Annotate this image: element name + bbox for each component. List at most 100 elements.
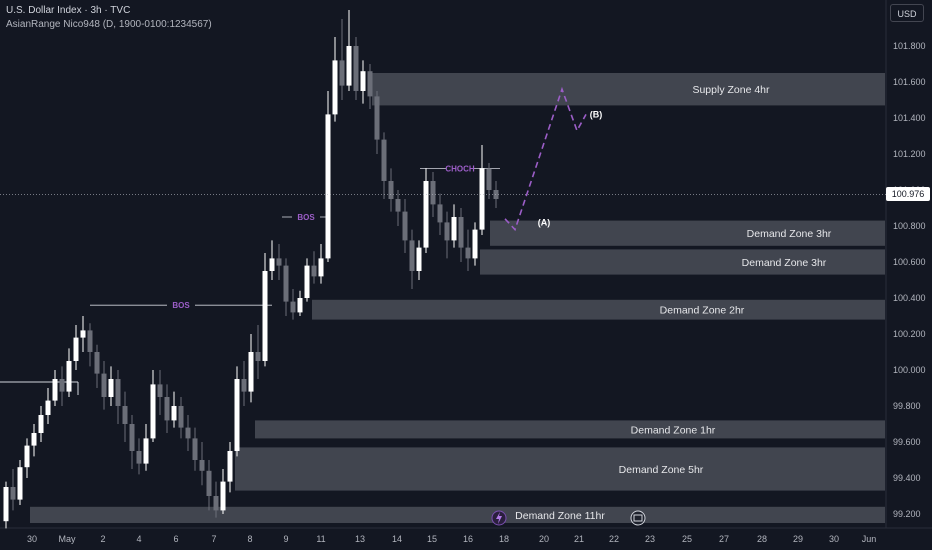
- zone-label: Demand Zone 3hr: [742, 257, 827, 269]
- candles-layer: [3, 10, 499, 529]
- zone-rect[interactable]: [490, 220, 885, 246]
- candle-body: [360, 71, 366, 91]
- candle-body: [66, 361, 72, 392]
- zone-label: Supply Zone 4hr: [692, 84, 770, 96]
- candle-body: [304, 265, 310, 298]
- price-tick: 100.000: [893, 365, 926, 375]
- time-tick: 14: [392, 534, 402, 544]
- candle-body: [3, 487, 9, 522]
- candle-body: [402, 211, 408, 241]
- candle-body: [255, 352, 261, 361]
- candle-body: [101, 373, 107, 397]
- price-tick: 101.200: [893, 149, 926, 159]
- candle-body: [234, 379, 240, 451]
- candle-body: [192, 438, 198, 460]
- time-tick: 29: [793, 534, 803, 544]
- zone-rect[interactable]: [372, 73, 885, 106]
- zone-rect[interactable]: [30, 506, 885, 523]
- indicator-label[interactable]: AsianRange Nico948 (D, 1900-0100:1234567…: [6, 19, 212, 30]
- time-tick: 30: [829, 534, 839, 544]
- price-tick: 100.800: [893, 221, 926, 231]
- candle-body: [276, 258, 282, 266]
- candle-body: [388, 181, 394, 199]
- candle-body: [157, 384, 163, 397]
- candle-body: [465, 247, 471, 259]
- time-tick: 25: [682, 534, 692, 544]
- candle-body: [143, 438, 149, 464]
- zone-rect[interactable]: [255, 420, 885, 439]
- projection-layer: (A) (B): [504, 86, 603, 232]
- candle-body: [381, 139, 387, 181]
- candle-body: [395, 199, 401, 212]
- candle-body: [332, 60, 338, 115]
- price-tick: 100.600: [893, 257, 926, 267]
- time-tick: 28: [757, 534, 767, 544]
- lightning-icon-glyph: [496, 512, 502, 524]
- price-tick: 101.400: [893, 113, 926, 123]
- candle-body: [346, 46, 352, 86]
- candle-body: [248, 352, 254, 392]
- annotation-label: BOS: [172, 301, 190, 310]
- candle-body: [241, 379, 247, 392]
- price-tick: 99.400: [893, 473, 921, 483]
- annotation-label: CHOCH: [445, 164, 475, 173]
- time-tick: 11: [316, 534, 325, 544]
- wave-label: (B): [590, 109, 603, 119]
- current-price-tag: 100.976: [886, 187, 930, 202]
- candle-body: [24, 445, 30, 468]
- candle-body: [318, 258, 324, 277]
- price-tick: 101.800: [893, 41, 926, 51]
- zone-label: Demand Zone 5hr: [619, 464, 704, 476]
- time-tick: 9: [283, 534, 288, 544]
- candle-body: [73, 337, 79, 361]
- time-tick: 22: [609, 534, 619, 544]
- price-tick: 99.800: [893, 401, 921, 411]
- time-tick: 23: [645, 534, 655, 544]
- candle-body: [374, 96, 380, 140]
- candle-body: [150, 384, 156, 439]
- symbol-title[interactable]: U.S. Dollar Index · 3h · TVC: [6, 5, 131, 16]
- time-tick: 16: [463, 534, 473, 544]
- candle-body: [185, 427, 191, 439]
- zone-label: Demand Zone 1hr: [631, 424, 716, 436]
- price-tick: 100.200: [893, 329, 926, 339]
- time-tick: 30: [27, 534, 37, 544]
- time-tick: 6: [173, 534, 178, 544]
- zone-rect[interactable]: [235, 447, 885, 491]
- candle-body: [486, 168, 492, 190]
- candle-body: [87, 330, 93, 352]
- candle-body: [171, 406, 177, 421]
- candle-body: [10, 487, 16, 500]
- candle-body: [311, 265, 317, 277]
- candle-body: [129, 424, 135, 451]
- time-axis[interactable]: 30 May 2 4 6 7 8 9 11 13 14 15 16 18 20 21 22 23 25 27 28 29 3…: [27, 534, 876, 544]
- candle-body: [220, 481, 226, 511]
- bottom-icons: [491, 510, 646, 526]
- candle-body: [52, 379, 58, 401]
- candle-body: [115, 379, 121, 406]
- time-tick: May: [58, 534, 76, 544]
- candle-body: [122, 406, 128, 424]
- candle-body: [451, 217, 457, 241]
- candle-body: [94, 352, 100, 374]
- time-tick: 7: [211, 534, 216, 544]
- price-tick: 100.400: [893, 293, 926, 303]
- price-tick: 99.200: [893, 509, 921, 519]
- price-tick: 101.600: [893, 77, 926, 87]
- candle-body: [136, 451, 142, 464]
- candle-body: [423, 181, 429, 248]
- candle-body: [339, 60, 345, 86]
- candle-body: [367, 71, 373, 97]
- annotation-label: BOS: [297, 213, 315, 222]
- time-tick: 15: [427, 534, 437, 544]
- calendar-icon[interactable]: [630, 510, 646, 526]
- time-tick: 21: [574, 534, 584, 544]
- zone-rect[interactable]: [480, 249, 885, 275]
- candle-body: [213, 496, 219, 511]
- time-tick: 2: [100, 534, 105, 544]
- candle-body: [416, 247, 422, 271]
- zone-rect[interactable]: [312, 299, 885, 320]
- currency-button[interactable]: USD: [890, 4, 924, 22]
- zones-layer: Supply Zone 4hr Demand Zone 3hr Demand Zon…: [30, 73, 885, 523]
